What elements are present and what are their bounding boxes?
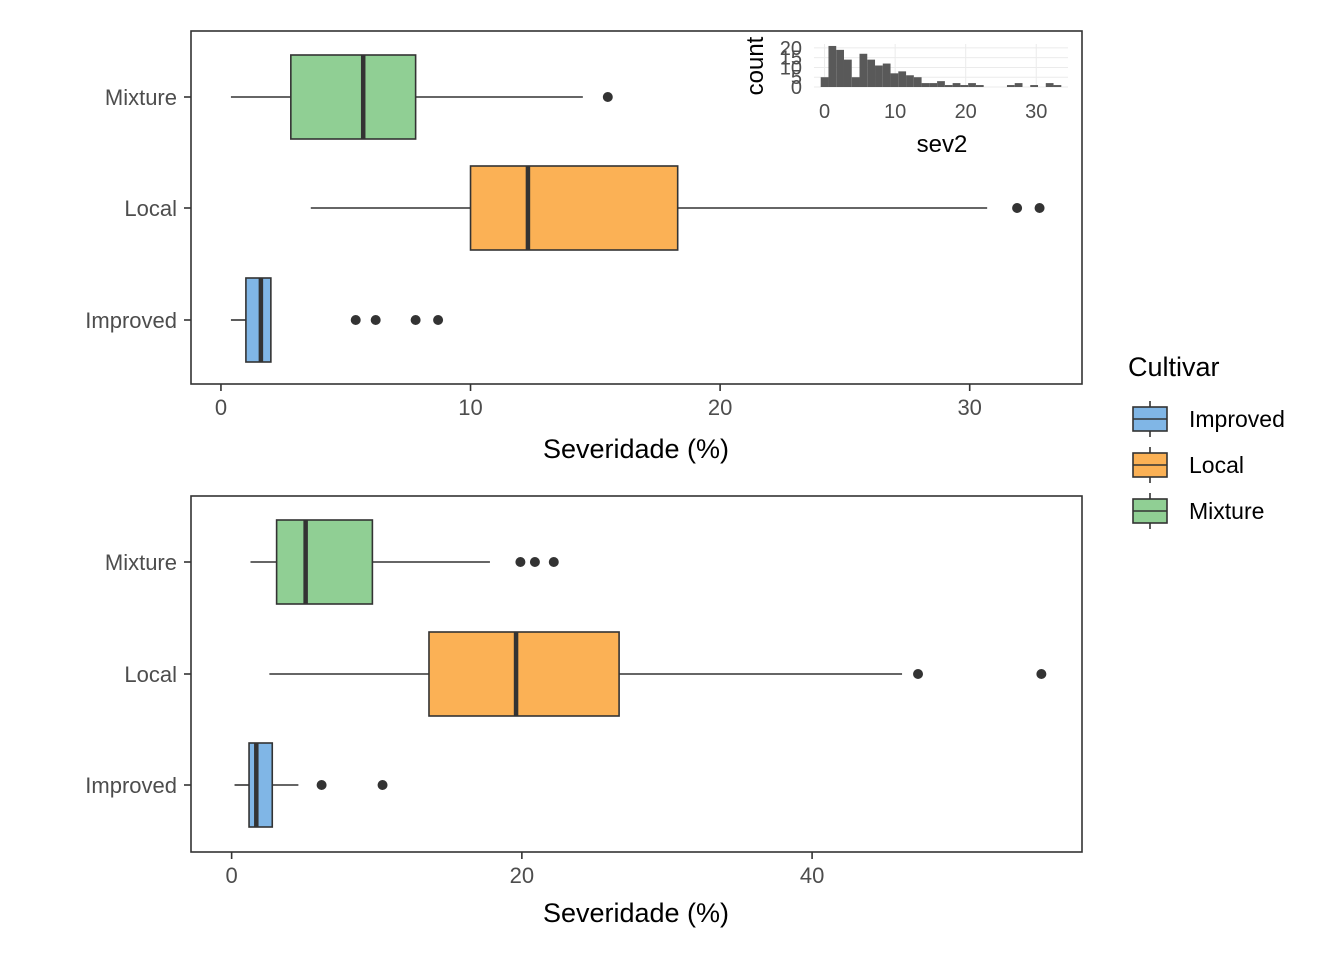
inset-x-tick-label: 10 [884, 101, 906, 123]
inset-y-tick-label: 0 [791, 77, 802, 99]
inset-histogram-bar [843, 59, 852, 87]
inset-histogram-bar [875, 65, 883, 87]
inset-histogram-bar [937, 81, 945, 87]
legend-label-mixture: Mixture [1189, 498, 1264, 524]
y-category-label-improved: Improved [85, 773, 177, 798]
inset-histogram-bar [882, 63, 891, 87]
inset-histogram-bar [921, 83, 930, 87]
inset-histogram-bar [820, 77, 829, 87]
bottom-x-axis-title: Severidade (%) [543, 898, 729, 928]
box-local [428, 631, 620, 717]
outlier-point [350, 315, 361, 325]
inset-histogram-bar [1045, 83, 1054, 87]
box-improved [245, 277, 272, 363]
outlier-point [1034, 203, 1045, 213]
box-local [469, 165, 679, 251]
inset-histogram-bar [867, 59, 876, 87]
legend-label-improved: Improved [1189, 406, 1285, 432]
x-tick-label: 30 [957, 395, 981, 420]
bottom-boxplot-panel: 0 20 40 Improved Local Mixture [85, 495, 1083, 888]
outlier-point [515, 557, 526, 567]
inset-histogram-bar [944, 85, 953, 87]
inset-histogram-bar [898, 71, 907, 87]
x-tick-label: 40 [800, 863, 824, 888]
outlier-point [1036, 669, 1047, 679]
inset-histogram-bar [975, 85, 984, 87]
inset-histogram-bar [851, 77, 860, 87]
inset-histogram-bar [960, 85, 969, 87]
inset-histogram-bar [828, 45, 837, 87]
outlier-point [1012, 203, 1023, 213]
outlier-point [316, 780, 327, 790]
inset-histogram-bar [906, 75, 914, 87]
inset-x-tick-label: 0 [819, 101, 830, 123]
y-category-label-local: Local [124, 662, 177, 687]
inset-histogram-bar [913, 77, 922, 87]
inset-histogram-bar [890, 73, 899, 87]
box-improved [248, 742, 274, 828]
inset-x-tick-label: 30 [1025, 101, 1047, 123]
inset-histogram-bar [952, 83, 961, 87]
outlier-point [602, 92, 613, 102]
y-category-label-mixture: Mixture [105, 550, 177, 575]
inset-y-tick-label: 20 [780, 38, 802, 60]
inset-histogram-bar [1014, 83, 1023, 87]
inset-histogram-bar [1030, 85, 1039, 87]
x-tick-label: 20 [708, 395, 732, 420]
x-tick-label: 20 [510, 863, 534, 888]
outlier-point [529, 557, 540, 567]
inset-histogram-bar [968, 83, 976, 87]
inset-x-tick-label: 20 [955, 101, 977, 123]
y-category-label-improved: Improved [85, 308, 177, 333]
x-tick-label: 0 [226, 863, 238, 888]
outlier-point [410, 315, 421, 325]
inset-histogram-bar [836, 49, 844, 87]
y-category-label-local: Local [124, 196, 177, 221]
inset-y-axis-title: count [742, 36, 769, 95]
legend: Cultivar Improved Local Mixture [1128, 352, 1285, 529]
inset-histogram-bar [929, 83, 938, 87]
inset-histogram-bar [1006, 85, 1015, 87]
y-category-label-mixture: Mixture [105, 85, 177, 110]
legend-label-local: Local [1189, 452, 1244, 478]
box-mixture [290, 54, 417, 140]
outlier-point [548, 557, 559, 567]
box-mixture [275, 519, 374, 605]
outlier-point [377, 780, 388, 790]
inset-y-tick-label: 5 [791, 67, 802, 89]
outlier-point [370, 315, 381, 325]
inset-histogram-bar [1053, 85, 1062, 87]
outlier-point [913, 669, 924, 679]
inset-histogram-bar [859, 53, 868, 87]
inset-y-tick-label: 15 [780, 48, 802, 70]
x-tick-label: 0 [215, 395, 227, 420]
x-tick-label: 10 [458, 395, 482, 420]
top-x-axis-title: Severidade (%) [543, 434, 729, 464]
inset-x-axis-title: sev2 [917, 131, 968, 158]
outlier-point [433, 315, 444, 325]
legend-title: Cultivar [1128, 352, 1220, 382]
inset-y-tick-label: 10 [780, 57, 802, 79]
